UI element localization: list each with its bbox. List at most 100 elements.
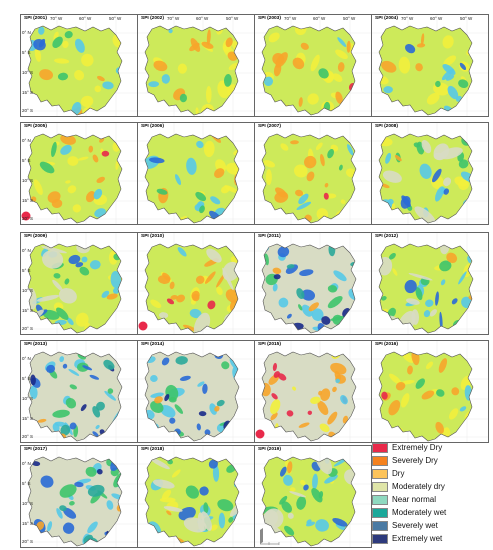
spi-map-svg [255, 123, 371, 224]
spi-map-panel: SPI (2007) [254, 122, 372, 225]
legend-item-near-normal: Near normal [372, 495, 493, 505]
spi-map-svg [21, 233, 137, 334]
basin-outline [144, 25, 240, 116]
basin-outline [27, 351, 123, 442]
spi-map-panel: SPI (2019) [254, 445, 372, 548]
latitude-label: 15° S [22, 521, 34, 526]
legend-swatch [372, 495, 388, 505]
legend-label: Moderately dry [392, 482, 445, 491]
latitude-label: 5° S [22, 376, 31, 381]
spi-map-panel: SPI (2002) 70° W 60° W 50° W [137, 14, 255, 117]
legend-swatch [372, 456, 388, 466]
spi-map-panel: SPI (2016) [371, 340, 489, 443]
panel-title: SPI (2014) [141, 342, 164, 347]
spi-patches [263, 140, 356, 223]
spi-map-svg [372, 15, 488, 116]
latitude-label: 20° S [22, 539, 34, 544]
legend-swatch [372, 521, 388, 531]
spi-map-svg [255, 15, 371, 116]
spi-map-panel: SPI (2005) 0° N 5° S 10° S 15° S 20° S [20, 122, 138, 225]
panel-title: SPI (2013) [24, 342, 47, 347]
marker-dot-icon [138, 321, 148, 331]
basin-outline [261, 456, 357, 547]
north-arrow-icon [260, 528, 280, 545]
latitude-label: 10° S [22, 70, 34, 75]
basin-outline [378, 133, 474, 224]
legend-label: Near normal [392, 495, 437, 504]
legend-item-moderately-dry: Moderately dry [372, 482, 493, 492]
spi-map-panel: SPI (2015) [254, 340, 372, 443]
basin-fill [262, 26, 356, 115]
legend-item-extremely-dry: Extremely Dry [372, 443, 493, 453]
panel-title: SPI (2003) [258, 16, 281, 21]
legend-swatch [372, 508, 388, 518]
basin-outline [378, 351, 474, 442]
spi-map-panel: SPI (2009) 0° N 5° S 10° S 15° S 20° S [20, 232, 138, 335]
longitude-label: 50° W [343, 16, 356, 21]
latitude-label: 15° S [22, 198, 34, 203]
latitude-label: 20° S [22, 108, 34, 113]
basin-outline [144, 133, 240, 224]
marker-dot-icon [21, 211, 31, 221]
latitude-label: 15° S [22, 308, 34, 313]
spi-patches [379, 352, 473, 441]
spi-map-svg [21, 123, 137, 224]
latitude-label: 20° S [22, 434, 34, 439]
legend-label: Extremely wet [392, 534, 443, 543]
basin-outline [261, 133, 357, 224]
panel-title: SPI (2015) [258, 342, 281, 347]
latitude-label: 5° S [22, 158, 31, 163]
longitude-label: 50° W [460, 16, 473, 21]
basin-fill [145, 244, 239, 333]
spi-map-svg [372, 341, 488, 442]
legend-item-dry: Dry [372, 469, 493, 479]
basin-outline [144, 243, 240, 334]
basin-fill [28, 26, 122, 115]
spi-map-svg [21, 341, 137, 442]
latitude-label: 0° N [22, 30, 31, 35]
legend: Extremely Dry Severely Dry Dry Moderatel… [372, 443, 493, 547]
latitude-label: 0° N [22, 248, 31, 253]
spi-map-svg [255, 233, 371, 334]
latitude-label: 10° S [22, 178, 34, 183]
latitude-label: 5° S [22, 481, 31, 486]
basin-fill [262, 244, 356, 333]
spi-map-svg [21, 446, 137, 547]
panel-title: SPI (2006) [141, 124, 164, 129]
latitude-label: 0° N [22, 138, 31, 143]
legend-label: Severely wet [392, 521, 438, 530]
panel-title: SPI (2017) [24, 447, 47, 452]
legend-item-severely-wet: Severely wet [372, 521, 493, 531]
spi-map-panel: SPI (2004) 70° W 60° W 50° W [371, 14, 489, 117]
spi-map-svg [138, 15, 254, 116]
basin-outline [378, 25, 474, 116]
longitude-label: 50° W [109, 16, 122, 21]
spi-map-svg [372, 123, 488, 224]
panel-title: SPI (2008) [375, 124, 398, 129]
basin-outline [144, 456, 240, 547]
legend-swatch [372, 534, 388, 544]
latitude-label: 5° S [22, 268, 31, 273]
spi-map-panel: SPI (2012) [371, 232, 489, 335]
spi-map-svg [255, 341, 371, 442]
basin-outline [27, 243, 123, 334]
spi-map-panel: SPI (2010) [137, 232, 255, 335]
spi-map-svg [138, 341, 254, 442]
latitude-label: 0° N [22, 461, 31, 466]
spi-map-svg [138, 446, 254, 547]
spi-patches [262, 352, 356, 441]
panel-title: SPI (2010) [141, 234, 164, 239]
legend-label: Dry [392, 469, 405, 478]
latitude-label: 10° S [22, 396, 34, 401]
panel-title: SPI (2018) [141, 447, 164, 452]
latitude-label: 5° S [22, 50, 31, 55]
panel-title: SPI (2016) [375, 342, 398, 347]
longitude-label: 60° W [196, 16, 209, 21]
spi-map-panel: SPI (2008) [371, 122, 489, 225]
latitude-label: 10° S [22, 288, 34, 293]
spi-map-panel: SPI (2013) 0° N 5° S 10° S 15° S 20° S [20, 340, 138, 443]
legend-label: Severely Dry [392, 456, 438, 465]
spi-map-svg [138, 123, 254, 224]
panel-title: SPI (2012) [375, 234, 398, 239]
panel-title: SPI (2007) [258, 124, 281, 129]
